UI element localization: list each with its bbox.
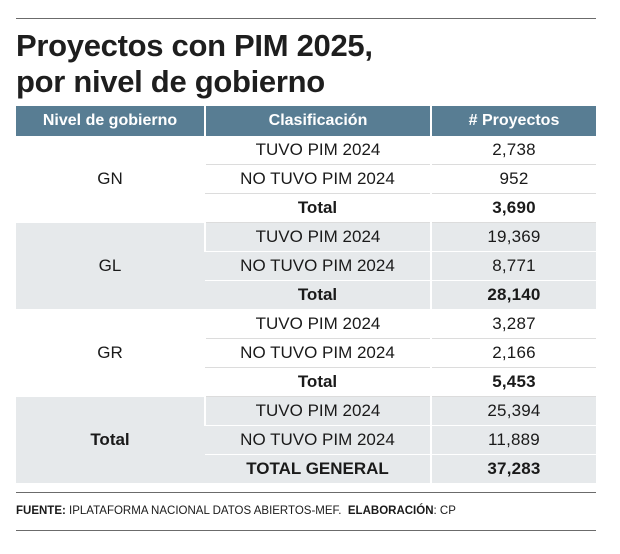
project-count-cell: 952 [430,164,596,194]
level-cell: GN [16,136,205,223]
credit-text: : CP [433,505,456,517]
project-count-cell: 2,166 [430,338,596,368]
level-cell: GR [16,309,205,397]
project-count-cell: 3,287 [430,309,596,339]
total-label-cell: Total [205,193,431,223]
table-row: GR TUVO PIM 2024 3,287 [16,309,596,397]
title-line-1: Proyectos con PIM 2025, [16,28,373,63]
table-row: GL TUVO PIM 2024 19,369 [16,222,596,310]
table-row: Total TUVO PIM 2024 25,394 [16,396,596,484]
source-text: IPLATAFORMA NACIONAL DATOS ABIERTOS-MEF. [69,505,342,517]
project-count-cell: 8,771 [430,251,596,281]
classification-cell: NO TUVO PIM 2024 [205,338,431,368]
project-count-cell: 11,889 [430,425,596,455]
classification-cell: NO TUVO PIM 2024 [205,251,431,281]
project-count-cell: 19,369 [430,222,596,252]
classification-cell: TUVO PIM 2024 [204,309,431,339]
level-cell: GL [16,222,205,310]
table-row: NO TUVO PIM 2024 8,771 [16,251,596,281]
total-label-cell: Total [205,280,431,310]
table-row: NO TUVO PIM 2024 11,889 [16,425,596,455]
table-row: GN TUVO PIM 2024 2,738 [16,136,596,223]
top-rule [16,18,596,19]
table-header-row: Nivel de gobierno Clasificación # Proyec… [16,106,596,136]
source-footer: FUENTE: IPLATAFORMA NACIONAL DATOS ABIER… [16,505,456,517]
classification-cell: TUVO PIM 2024 [204,396,431,426]
header-nivel: Nivel de gobierno [16,106,205,136]
table-row: TOTAL GENERAL 37,283 [16,454,596,484]
total-label-cell: Total [205,367,431,397]
table-row: NO TUVO PIM 2024 2,166 [16,338,596,368]
table-row: Total 5,453 [16,367,596,397]
table-row: NO TUVO PIM 2024 952 [16,164,596,194]
source-label: FUENTE: [16,505,66,517]
total-label-cell: TOTAL GENERAL [205,454,431,484]
bottom-rule [16,492,596,493]
classification-cell: NO TUVO PIM 2024 [205,425,431,455]
table-row: Total 28,140 [16,280,596,310]
level-cell: Total [16,396,205,484]
project-count-cell: 25,394 [430,396,596,426]
classification-cell: TUVO PIM 2024 [204,136,431,165]
credit-label: ELABORACIÓN [347,505,434,517]
project-count-cell: 2,738 [430,136,596,165]
total-value-cell: 3,690 [430,193,596,223]
title-line-2: por nivel de gobierno [16,64,325,99]
classification-cell: NO TUVO PIM 2024 [205,164,431,194]
total-value-cell: 28,140 [430,280,596,310]
classification-cell: TUVO PIM 2024 [204,222,431,252]
footer-rule [16,530,596,531]
header-proyectos: # Proyectos [430,106,596,136]
table-row: Total 3,690 [16,193,596,223]
total-value-cell: 5,453 [430,367,596,397]
projects-table: Nivel de gobierno Clasificación # Proyec… [16,106,596,484]
table-body: GN TUVO PIM 2024 2,738 NO TUVO PIM 2024 952 T… [16,136,596,484]
header-clasificacion: Clasificación [204,106,431,136]
page-title: Proyectos con PIM 2025, por nivel de gob… [16,28,373,100]
total-value-cell: 37,283 [430,454,596,484]
